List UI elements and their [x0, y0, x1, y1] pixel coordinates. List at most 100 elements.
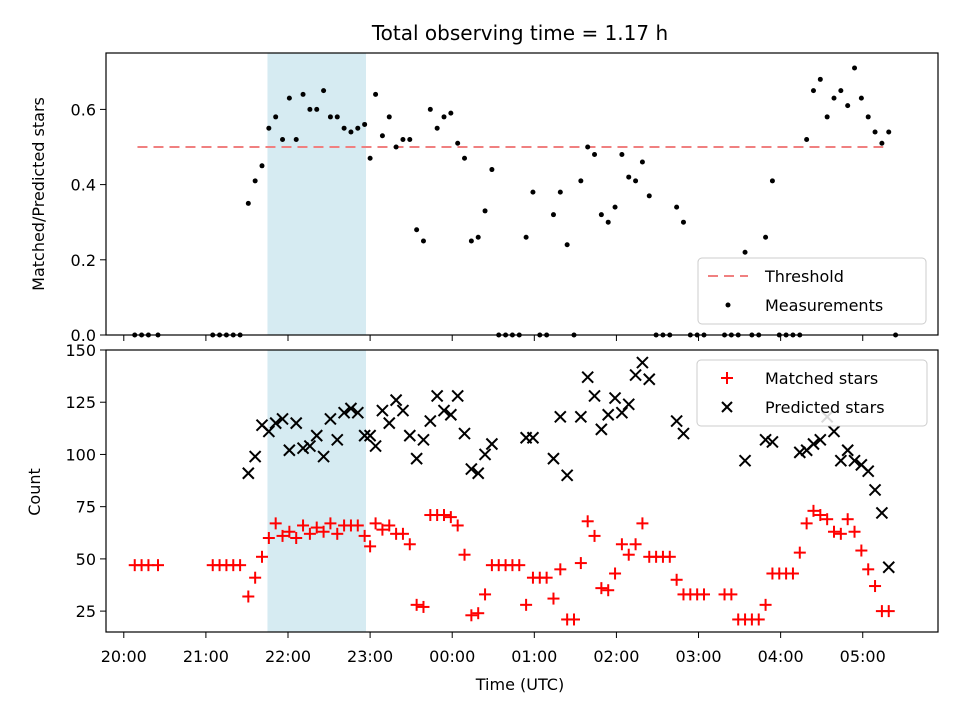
measurement-point — [639, 159, 645, 165]
measurement-point — [441, 114, 447, 120]
matched-star-point — [869, 580, 882, 593]
matched-star-point — [396, 527, 409, 540]
x-axis-label: Time (UTC) — [475, 675, 564, 694]
matched-star-point — [793, 546, 806, 559]
measurement-point — [742, 249, 748, 255]
matched-star-point — [369, 517, 382, 530]
ratio-legend: Threshold Measurements — [697, 257, 927, 325]
predicted-star-point — [403, 429, 416, 442]
predicted-star-point — [376, 404, 389, 417]
measurement-point — [348, 129, 354, 135]
matched-star-point — [152, 559, 164, 572]
matched-star-point — [602, 584, 615, 597]
measurement-point — [592, 152, 598, 158]
measurement-point — [626, 174, 632, 180]
matched-star-point — [376, 523, 389, 536]
measurement-point — [489, 167, 495, 173]
predicted-star-point — [465, 462, 478, 476]
predicted-star-point — [841, 444, 854, 457]
ratio-panel: 0.0 0.2 0.4 0.6 Matched/Predicted stars Thr… — [29, 52, 939, 345]
legend-matched-swatch — [721, 372, 733, 384]
matched-star-point — [249, 571, 262, 584]
matched-star-point — [283, 525, 296, 538]
measurement-point — [872, 129, 878, 135]
measurement-point — [674, 204, 680, 210]
x-tick-label: 00:00 — [429, 647, 475, 666]
predicted-stars-series — [242, 356, 895, 574]
predicted-star-point — [444, 408, 458, 421]
predicted-star-point — [317, 450, 330, 463]
predicted-star-point — [766, 435, 779, 449]
measurement-point — [314, 106, 320, 112]
predicted-star-point — [882, 561, 895, 574]
predicted-star-point — [276, 412, 289, 426]
predicted-star-point — [862, 464, 875, 478]
predicted-star-point — [389, 393, 403, 407]
matched-star-point — [752, 613, 765, 626]
measurement-point — [373, 91, 379, 97]
legend-matched-label: Matched stars — [765, 369, 878, 388]
matched-star-point — [855, 544, 868, 557]
predicted-star-point — [615, 406, 629, 419]
predicted-star-point — [834, 454, 848, 467]
observing-window-shade-bottom — [267, 350, 366, 632]
predicted-star-point — [417, 433, 430, 447]
matched-star-point — [807, 504, 820, 517]
measurement-point — [327, 114, 333, 120]
measurement-point — [434, 125, 440, 131]
matched-star-point — [588, 529, 601, 542]
measurement-point — [362, 121, 368, 127]
predicted-star-point — [478, 448, 492, 461]
matched-star-point — [615, 538, 628, 551]
matched-star-point — [547, 592, 560, 605]
measurement-point — [252, 178, 258, 184]
measurement-point — [865, 114, 871, 120]
predicted-star-point — [290, 416, 303, 430]
predicted-star-point — [262, 425, 276, 438]
predicted-star-point — [410, 452, 423, 465]
measurement-point — [427, 106, 433, 112]
measurement-point — [605, 219, 611, 225]
predicted-star-point — [269, 416, 282, 430]
predicted-star-point — [547, 452, 560, 465]
count-y-tick-label: 150 — [65, 341, 96, 360]
legend-threshold-label: Threshold — [764, 267, 844, 286]
matched-star-point — [786, 567, 799, 580]
matched-star-point — [262, 532, 275, 544]
measurement-point — [475, 234, 481, 240]
measurement-point — [273, 114, 279, 120]
measurement-point — [407, 136, 413, 142]
ratio-y-tick-label: 0.0 — [71, 326, 96, 345]
predicted-star-point — [472, 467, 485, 480]
matched-star-point — [636, 517, 649, 530]
measurement-point — [578, 178, 584, 184]
ratio-y-tick-label: 0.6 — [71, 100, 96, 119]
measurement-point — [293, 136, 299, 142]
matched-star-point — [540, 571, 553, 584]
matched-star-point — [310, 521, 323, 534]
matched-star-point — [841, 513, 854, 526]
measurement-point — [810, 88, 816, 94]
predicted-star-point — [331, 433, 344, 447]
ratio-y-tick-label: 0.4 — [71, 176, 96, 195]
predicted-star-point — [636, 356, 649, 369]
predicted-star-point — [451, 389, 464, 403]
predicted-star-point — [248, 450, 262, 463]
measurement-point — [886, 129, 892, 135]
predicted-star-point — [396, 404, 410, 417]
predicted-star-point — [581, 370, 594, 384]
measurement-point — [619, 152, 625, 158]
matched-star-point — [622, 548, 635, 561]
count-y-tick-label: 125 — [65, 393, 96, 412]
count-y-axis-label: Count — [25, 468, 44, 516]
measurement-point — [400, 136, 406, 142]
ratio-x-axis — [123, 335, 864, 341]
measurement-point — [245, 200, 251, 206]
count-y-tick-label: 75 — [76, 498, 96, 517]
matched-star-point — [256, 550, 268, 563]
predicted-star-point — [303, 439, 317, 453]
x-tick-label: 02:00 — [593, 647, 639, 666]
matched-star-point — [479, 588, 492, 601]
measurement-point — [341, 125, 347, 131]
measurement-point — [646, 193, 652, 199]
